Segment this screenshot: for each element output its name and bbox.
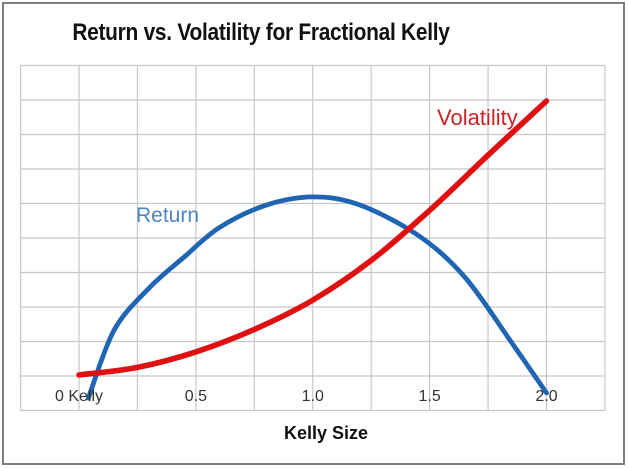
x-tick-label-1: 0.5: [184, 388, 207, 405]
x-tick-label-2: 1.0: [301, 388, 324, 405]
x-tick-label-4: 2.0: [535, 388, 558, 405]
series-curve-return: [85, 194, 549, 401]
x-axis-title: Kelly Size: [283, 423, 369, 443]
x-tick-label-0: 0 Kelly: [55, 388, 104, 405]
series-label-volatility: Volatility: [437, 105, 518, 130]
chart-title: Return vs. Volatility for Fractional Kel…: [72, 19, 450, 46]
series-label-return: Return: [136, 204, 200, 227]
series-curve-volatility: [76, 98, 550, 378]
x-tick-label-3: 1.5: [418, 388, 441, 405]
